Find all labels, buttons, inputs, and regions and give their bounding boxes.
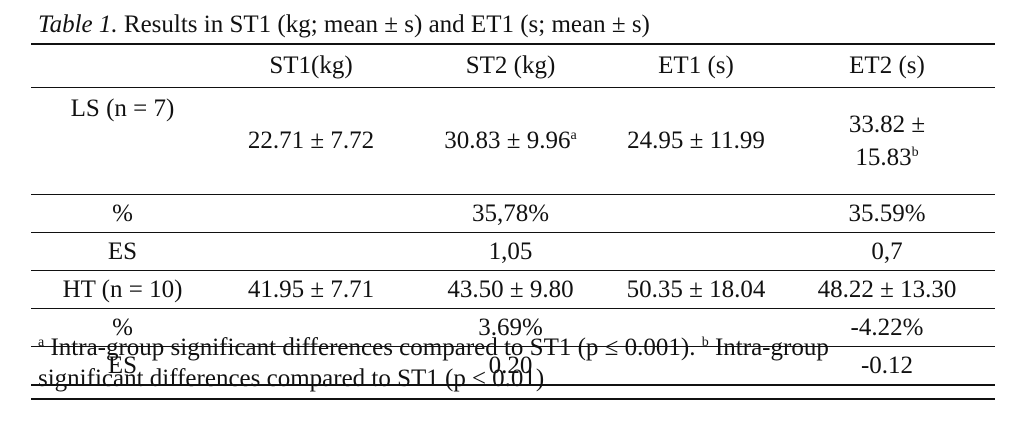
cell-ht-st1: 41.95 ± 7.71 bbox=[247, 275, 375, 303]
cell-ht-et2: 48.22 ± 13.30 bbox=[817, 275, 957, 303]
header-row: ST1(kg) ST2 (kg) ET1 (s) ET2 (s) bbox=[31, 44, 995, 88]
table-row-ht-es: ES 0.20 -0.12 bbox=[31, 347, 995, 385]
cell-ht-es-st2: 0.20 bbox=[488, 351, 533, 379]
row-label-ht-es: ES bbox=[107, 351, 138, 379]
cell-ls-es-et1 bbox=[613, 233, 779, 271]
cell-ls-et2-line1: 33.82 ± bbox=[848, 111, 926, 138]
table-footnote: a Intra-group significant differences co… bbox=[38, 332, 988, 394]
cell-ls-pct-st2: 35,78% bbox=[471, 199, 550, 227]
table-caption: Table 1. Results in ST1 (kg; mean ± s) a… bbox=[38, 10, 650, 40]
cell-ht-pct-st2: 3.69% bbox=[478, 313, 543, 341]
cell-ls-pct-st1 bbox=[214, 195, 408, 233]
footnote-b-text-line2: significant differences compared to ST1 … bbox=[38, 365, 545, 392]
caption-text: Results in ST1 (kg; mean ± s) and ET1 (s… bbox=[117, 11, 650, 38]
row-label-ls-percent: % bbox=[112, 199, 133, 227]
header-cell-empty bbox=[31, 44, 214, 88]
cell-ls-st2-value: 30.83 ± 9.96 bbox=[444, 127, 571, 154]
footnote-a-text: Intra-group significant differences comp… bbox=[44, 334, 702, 361]
header-cell-st2: ST2 (kg) bbox=[465, 52, 556, 79]
cell-ls-et2: 33.82 ± 15.83b bbox=[779, 88, 995, 195]
row-label-ht-percent: % bbox=[112, 313, 133, 341]
cell-ls-es-st2: 1,05 bbox=[488, 237, 533, 265]
cell-ls-es-et2: 0,7 bbox=[871, 237, 903, 265]
cell-ls-es-st1 bbox=[214, 233, 408, 271]
row-label-ls: LS (n = 7) bbox=[70, 95, 175, 122]
row-label-ls-es: ES bbox=[107, 237, 138, 265]
header-cell-st1: ST1(kg) bbox=[269, 52, 353, 79]
table-row-ht: HT (n = 10) 41.95 ± 7.71 43.50 ± 9.80 50… bbox=[31, 270, 995, 309]
footnote-a-mark: a bbox=[38, 335, 45, 350]
results-table: ST1(kg) ST2 (kg) ET1 (s) ET2 (s) LS (n =… bbox=[31, 43, 995, 386]
header-cell-et2: ET2 (s) bbox=[849, 52, 925, 79]
cell-ht-st2: 43.50 ± 9.80 bbox=[447, 275, 574, 303]
cell-ls-et1: 24.95 ± 11.99 bbox=[627, 127, 765, 154]
cell-ls-st1: 22.71 ± 7.72 bbox=[247, 127, 375, 154]
caption-label: Table 1. bbox=[38, 11, 118, 38]
footnote-marker-b: b bbox=[911, 145, 919, 160]
cell-ht-et1: 50.35 ± 18.04 bbox=[626, 275, 766, 303]
cell-ls-pct-et1 bbox=[613, 195, 779, 233]
table-row-ls-percent: % 35,78% 35.59% bbox=[31, 195, 995, 233]
cell-ls-st2: 30.83 ± 9.96a bbox=[408, 88, 613, 195]
header-cell-et1: ET1 (s) bbox=[658, 52, 734, 79]
bottom-rule bbox=[31, 398, 995, 400]
row-label-ht: HT (n = 10) bbox=[62, 275, 183, 303]
cell-ls-et2-line2: 15.83 bbox=[855, 144, 912, 171]
table-row-ht-percent: % 3.69% -4.22% bbox=[31, 309, 995, 347]
cell-ht-pct-et2: -4.22% bbox=[850, 313, 924, 341]
footnote-marker-a: a bbox=[570, 128, 577, 143]
cell-ls-pct-et2: 35.59% bbox=[848, 199, 926, 227]
table-row-ls: LS (n = 7) 22.71 ± 7.72 30.83 ± 9.96a 24… bbox=[31, 88, 995, 195]
footnote-b-text-line1: Intra-group bbox=[708, 334, 829, 361]
footnote-b-mark: b bbox=[701, 335, 709, 350]
cell-ht-es-et2: -0.12 bbox=[860, 351, 914, 379]
table-row-ls-es: ES 1,05 0,7 bbox=[31, 233, 995, 271]
